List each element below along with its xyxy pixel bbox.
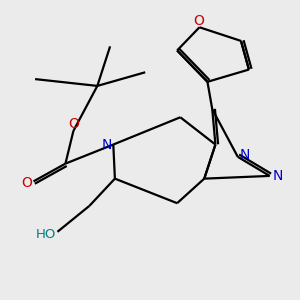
Text: O: O — [22, 176, 32, 190]
Text: HO: HO — [35, 228, 56, 241]
Text: O: O — [194, 14, 204, 28]
Text: O: O — [68, 117, 79, 131]
Text: N: N — [239, 148, 250, 162]
Text: N: N — [273, 169, 283, 183]
Text: N: N — [101, 137, 112, 152]
